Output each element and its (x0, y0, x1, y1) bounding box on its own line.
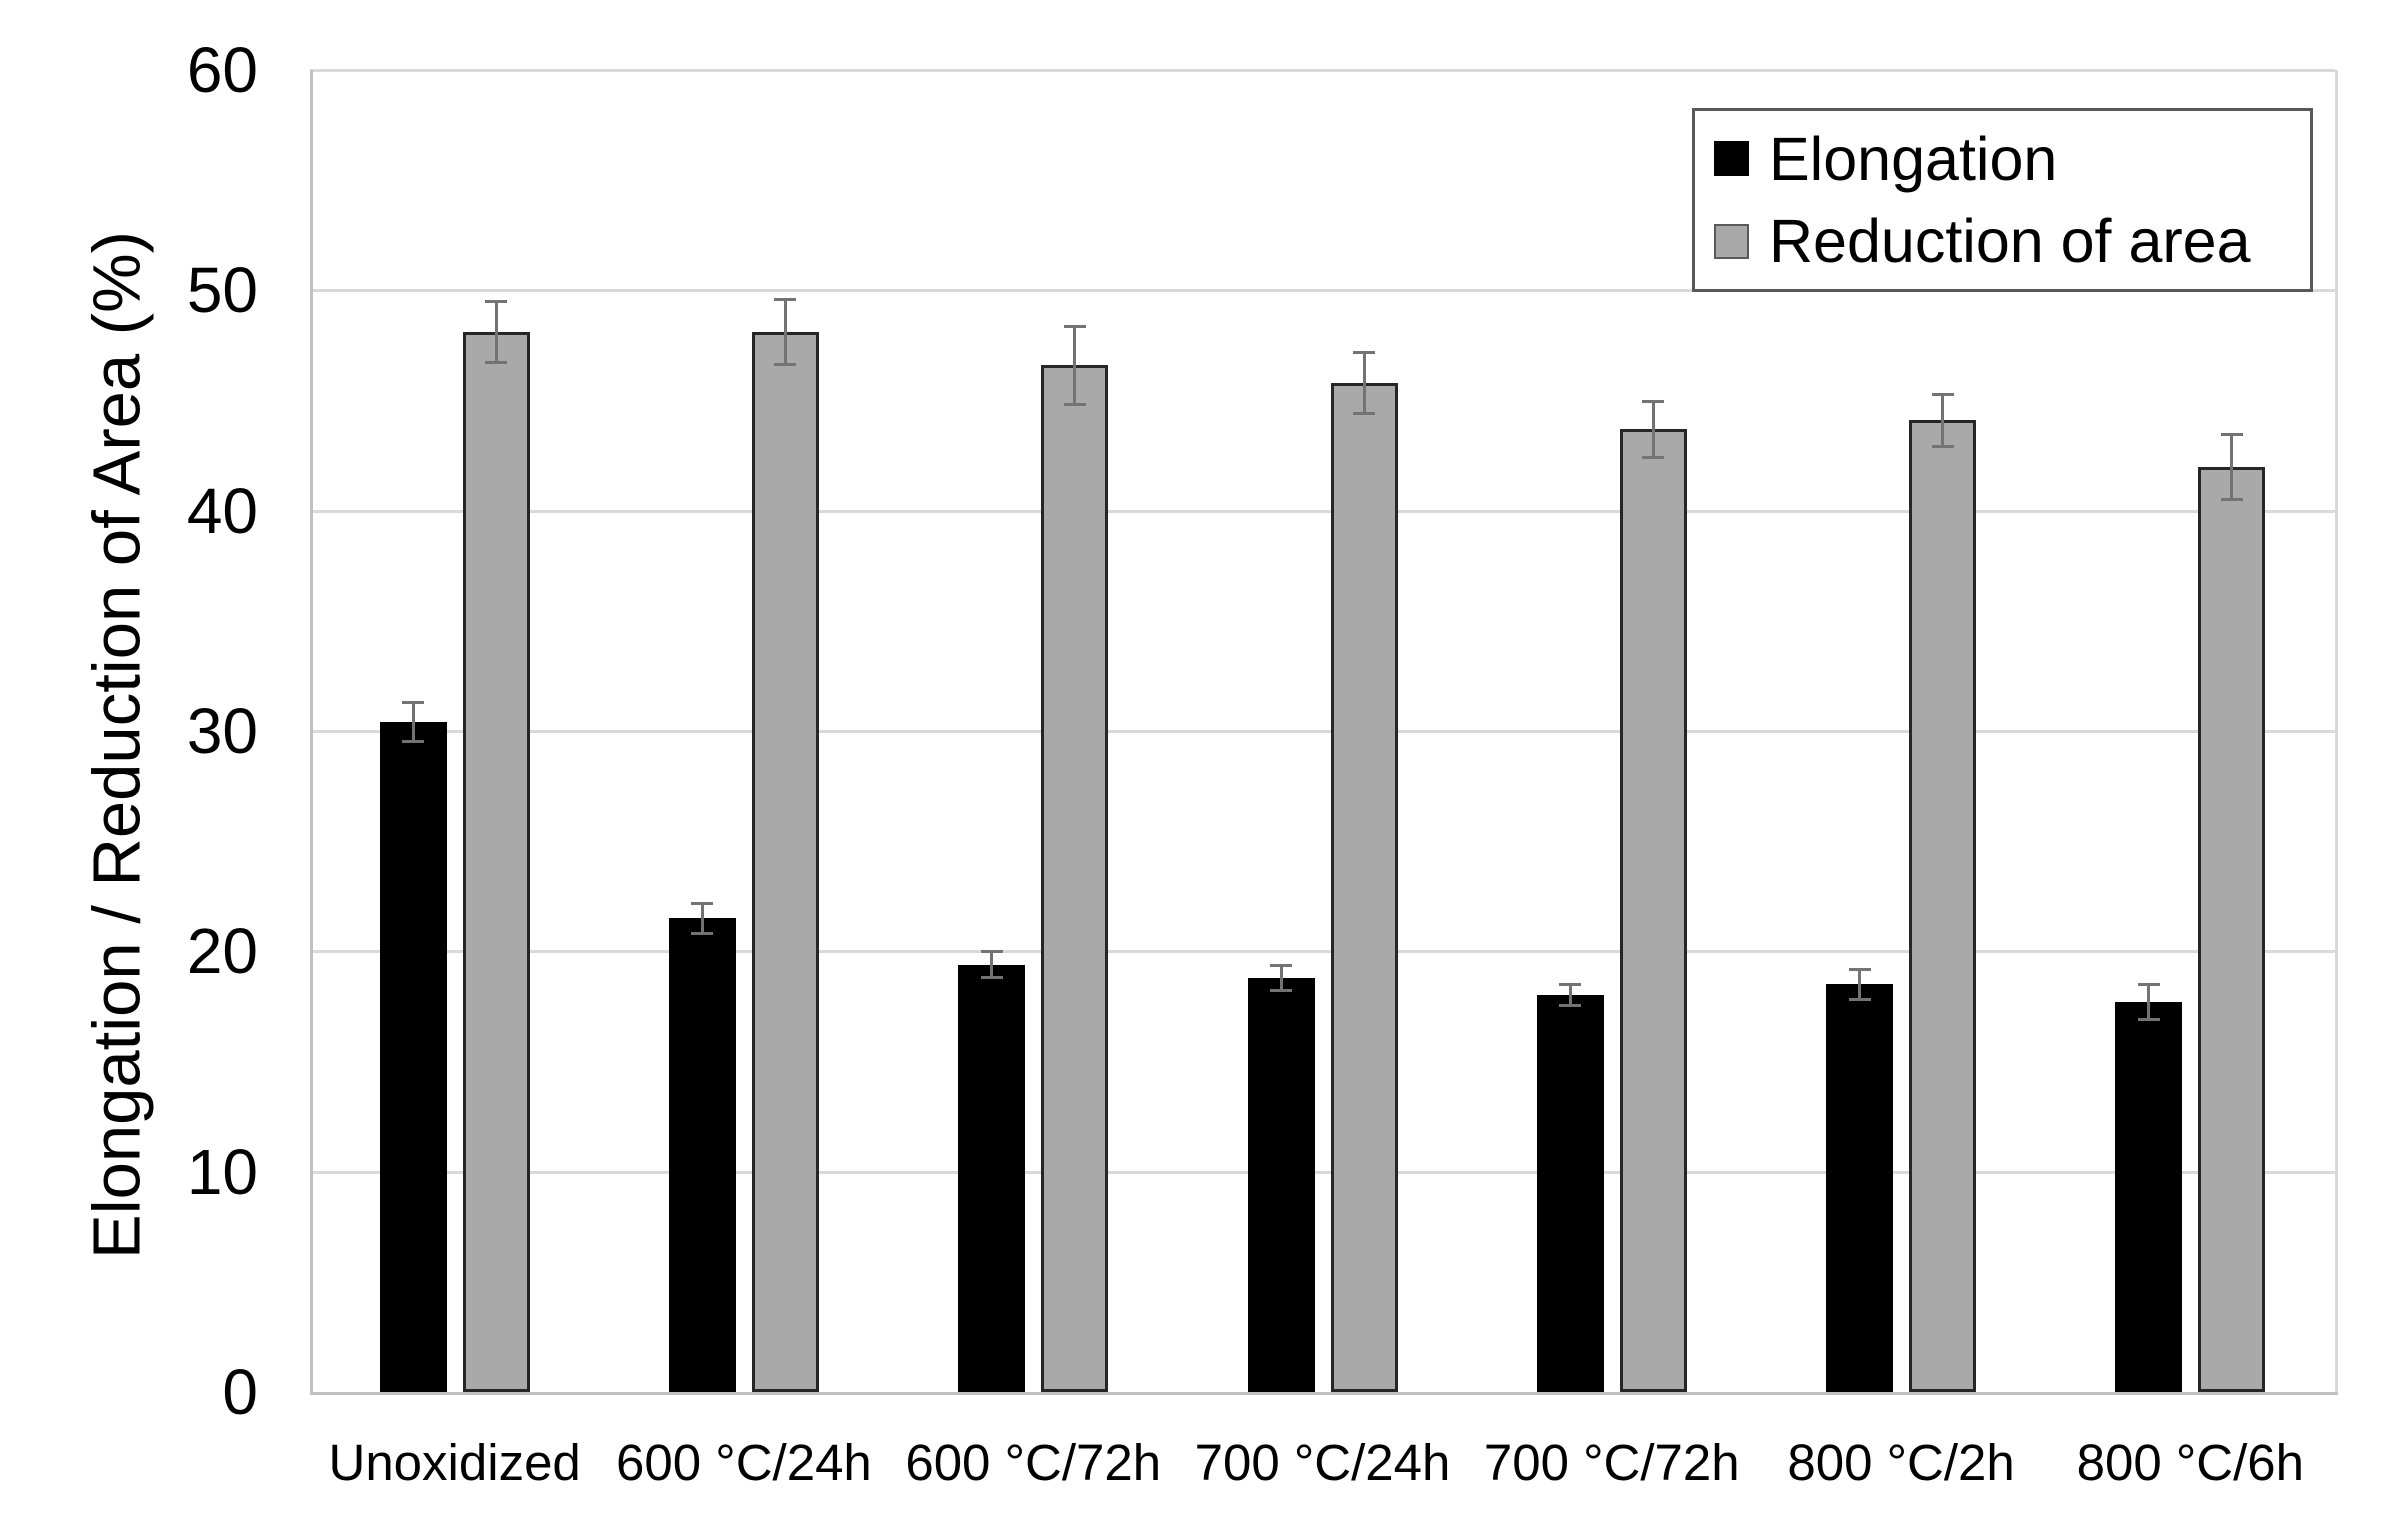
error-bar-cap-top (2137, 983, 2160, 987)
error-bar-cap-top (774, 298, 797, 302)
error-bar-cap-top (402, 701, 425, 705)
legend-item-elongation: Elongation (1714, 124, 2310, 194)
bar-reduction (1909, 420, 1977, 1392)
error-bar (783, 299, 787, 366)
error-bar-cap-top (691, 901, 714, 905)
error-bar (1073, 325, 1077, 405)
error-bar (1279, 964, 1283, 991)
x-axis-label: 600 °C/24h (616, 1434, 872, 1491)
error-bar-cap-bottom (2137, 1017, 2160, 1021)
error-bar-cap-bottom (402, 740, 425, 744)
bar-elongation (958, 964, 1026, 1392)
error-bar (1651, 400, 1655, 458)
legend: Elongation Reduction of area (1692, 108, 2313, 292)
x-axis-label: 600 °C/72h (905, 1434, 1162, 1491)
bar-reduction (1619, 429, 1687, 1392)
bar-elongation (379, 722, 447, 1392)
bar-elongation (1247, 977, 1315, 1392)
error-bar-cap-top (485, 300, 508, 304)
x-axis-label: 800 °C/2h (1787, 1434, 2015, 1491)
error-bar-cap-bottom (1848, 997, 1871, 1001)
error-bar-cap-bottom (1559, 1004, 1582, 1008)
bar-reduction (1330, 382, 1398, 1392)
gridline-10 (310, 1170, 2335, 1174)
error-bar-cap-bottom (1063, 402, 1086, 406)
error-bar-cap-bottom (485, 361, 508, 365)
x-axis-label: 800 °C/6h (2076, 1434, 2305, 1491)
y-tick-label-50: 50 (186, 254, 258, 327)
error-bar-cap-top (1063, 324, 1086, 328)
bar-elongation (668, 918, 736, 1392)
error-bar (1568, 984, 1572, 1007)
error-bar (990, 951, 994, 978)
x-axis-label: 700 °C/24h (1194, 1434, 1451, 1491)
error-bar-cap-top (980, 950, 1003, 954)
y-tick-label-10: 10 (186, 1135, 258, 1208)
error-bar-cap-bottom (1270, 988, 1292, 992)
legend-item-reduction-of-area: Reduction of area (1714, 206, 2310, 276)
error-bar-cap-top (1559, 983, 1582, 987)
error-bar-cap-top (1642, 399, 1665, 403)
error-bar-cap-top (1931, 392, 1954, 396)
bar-reduction (462, 332, 530, 1392)
x-axis-line (310, 1392, 2338, 1395)
y-tick-label-60: 60 (186, 34, 258, 106)
bar-elongation (1826, 984, 1894, 1392)
y-tick-label-40: 40 (186, 474, 258, 547)
error-bar-cap-bottom (1931, 444, 1954, 448)
error-bar (411, 702, 415, 742)
error-bar-cap-bottom (691, 931, 714, 935)
error-bar-cap-top (1353, 351, 1375, 355)
gridline-30 (310, 730, 2335, 733)
gridline-50 (310, 289, 2335, 293)
error-bar (1941, 393, 1945, 447)
bar-elongation (2115, 1002, 2183, 1392)
y-tick-label-30: 30 (186, 695, 258, 767)
error-bar-cap-top (2220, 432, 2243, 436)
y-axis-line (310, 70, 313, 1392)
error-bar-cap-top (1270, 963, 1292, 967)
legend-swatch-reduction-of-area (1714, 223, 1749, 259)
x-axis-label: 700 °C/72h (1483, 1434, 1740, 1491)
error-bar (1858, 968, 1862, 1000)
gridline-20 (310, 950, 2335, 954)
error-bar (2147, 984, 2151, 1020)
error-bar-cap-bottom (980, 975, 1003, 979)
bar-reduction (1041, 365, 1109, 1392)
error-bar (494, 301, 498, 364)
bar-reduction (751, 332, 819, 1392)
error-bar-cap-top (1848, 967, 1871, 971)
plot-right-border (2335, 70, 2338, 1392)
gridline-60 (310, 69, 2335, 72)
y-tick-label-20: 20 (186, 915, 258, 988)
legend-swatch-elongation (1714, 141, 1749, 177)
legend-label-elongation: Elongation (1769, 124, 2058, 193)
gridline-40 (310, 509, 2335, 513)
error-bar-cap-bottom (1642, 455, 1665, 459)
bar-reduction (2198, 466, 2266, 1392)
error-bar-cap-bottom (2220, 497, 2243, 501)
x-axis-label: Unoxidized (328, 1434, 581, 1491)
bar-elongation (1536, 995, 1604, 1392)
error-bar (700, 902, 704, 934)
error-bar-cap-bottom (774, 363, 797, 367)
error-bar (2230, 433, 2234, 500)
error-bar (1362, 352, 1366, 414)
legend-label-reduction-of-area: Reduction of area (1769, 207, 2251, 276)
error-bar-cap-bottom (1353, 411, 1375, 415)
y-tick-label-0: 0 (222, 1356, 258, 1428)
